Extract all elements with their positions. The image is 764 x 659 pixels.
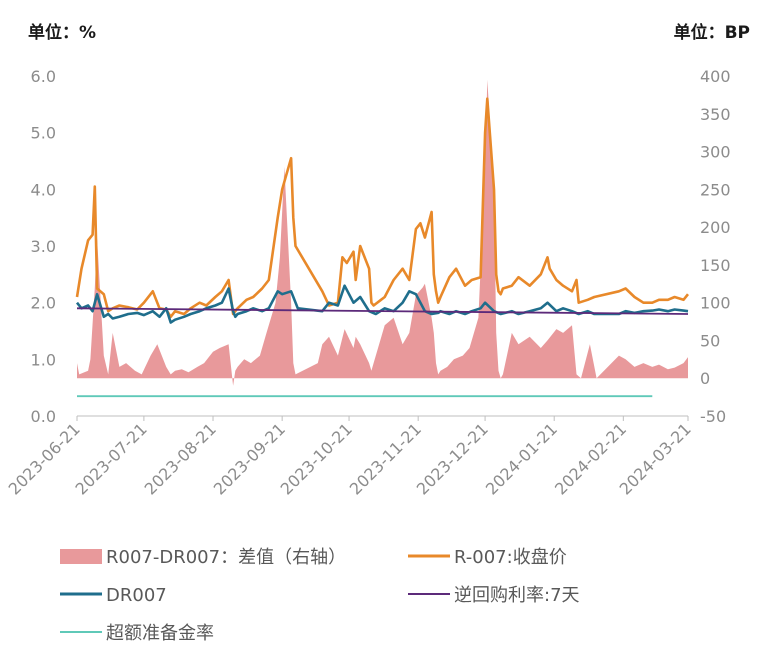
right-tick-label: 100 — [700, 294, 731, 313]
legend-label: DR007 — [106, 585, 167, 606]
legend-label: R-007:收盘价 — [454, 547, 567, 568]
legend-label: 逆回购利率:7天 — [454, 585, 580, 606]
left-axis-unit: 单位：% — [28, 22, 96, 43]
x-tick-label: 2023-10-21 — [277, 419, 356, 498]
legend-label: 超额准备金率 — [106, 623, 214, 644]
left-tick-label: 5.0 — [31, 124, 56, 143]
legend-swatch — [60, 549, 102, 564]
x-tick-label: 2023-08-21 — [141, 419, 220, 498]
left-tick-label: 1.0 — [31, 350, 56, 369]
right-tick-label: 300 — [700, 143, 731, 162]
series-line — [76, 307, 689, 315]
x-tick-label: 2023-07-21 — [72, 419, 151, 498]
left-tick-label: 6.0 — [31, 67, 56, 86]
right-tick-label: -50 — [700, 407, 726, 426]
series-area-spread — [77, 79, 688, 386]
right-tick-label: 0 — [700, 369, 710, 388]
left-tick-label: 3.0 — [31, 237, 56, 256]
left-tick-label: 4.0 — [31, 180, 56, 199]
series-line — [75, 284, 689, 324]
x-tick-label: 2023-12-21 — [413, 419, 492, 498]
series-line — [75, 97, 690, 319]
x-tick-label: 2024-01-21 — [482, 419, 561, 498]
left-tick-label: 2.0 — [31, 294, 56, 313]
legend-label: R007-DR007：差值（右轴） — [106, 547, 346, 568]
right-tick-label: 350 — [700, 105, 731, 124]
right-tick-label: 200 — [700, 218, 731, 237]
left-tick-label: 0.0 — [31, 407, 56, 426]
right-tick-label: 150 — [700, 256, 731, 275]
right-tick-label: 400 — [700, 67, 731, 86]
right-tick-label: 50 — [700, 331, 720, 350]
right-axis-unit: 单位：BP — [674, 22, 750, 43]
right-tick-label: 250 — [700, 180, 731, 199]
